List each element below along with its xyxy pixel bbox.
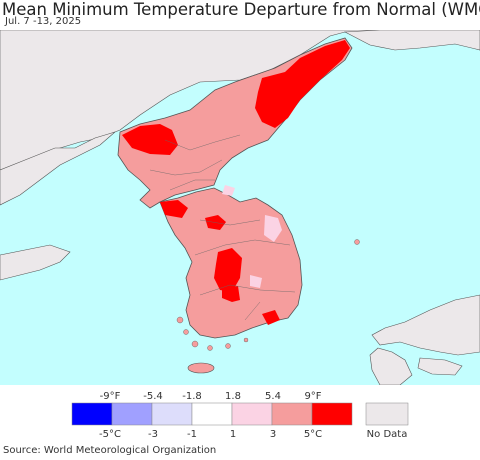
legend-c-tick: -1 [187,429,197,440]
legend-f-tick: 5.4 [265,391,281,402]
north-korea-hot-northwest [122,124,178,155]
japan-honshu [371,294,480,356]
north-korea-hot-southwest [160,200,188,218]
legend-bin [231,402,273,426]
legend-c-tick: -3 [148,429,158,440]
legend-f-tick: 1.8 [225,391,241,402]
date-range: Jul. 7 -13, 2025 [5,16,82,27]
north-korea-slight-warm [222,185,235,196]
korea-temperature-map [0,30,480,385]
province-boundaries [149,134,296,321]
south-korea-slight-warm-east [264,215,282,242]
legend-f-tick: -1.8 [182,391,202,402]
legend-c-tick: 1 [230,429,236,440]
north-korea-hot-northeast [255,40,350,128]
south-korea-hot-south [222,286,240,302]
island [243,337,249,343]
legend-bin [311,402,353,426]
russia-land [343,30,480,51]
map-title: Mean Minimum Temperature Departure from … [2,0,480,19]
liaodong-peninsula [0,131,116,206]
legend-f-tick: -9°F [100,391,121,402]
legend-no-data-label: No Data [367,429,408,440]
legend-c-tick: 3 [270,429,276,440]
island [225,343,231,349]
island [176,316,184,324]
island [183,329,189,335]
source-credit: Source: World Meteorological Organizatio… [3,445,217,456]
legend-bin [151,402,193,426]
japan-kyushu [369,347,413,385]
legend-bin [71,402,113,426]
legend-c-tick: 5°C [304,429,322,440]
island [191,340,199,348]
japan-shikoku [417,357,463,376]
legend-bin [111,402,153,426]
color-legend: -9°F -5.4 -1.8 1.8 5.4 9°F -5°C -3 -1 1 … [71,391,409,440]
shandong-land [0,244,71,281]
legend-bin [191,402,233,426]
legend-bin [271,402,313,426]
island [207,345,213,351]
legend-c-tick: -5°C [99,429,121,440]
ulleungdo-island [354,239,360,245]
legend-no-data-swatch [365,402,409,426]
south-korea-hot-southwest [214,248,242,292]
south-korea-slight-warm-south [250,275,262,288]
legend-f-tick: 9°F [304,391,321,402]
south-korea-hot-coast [262,310,280,325]
legend-f-tick: -5.4 [143,391,163,402]
jeju-island [187,362,215,374]
